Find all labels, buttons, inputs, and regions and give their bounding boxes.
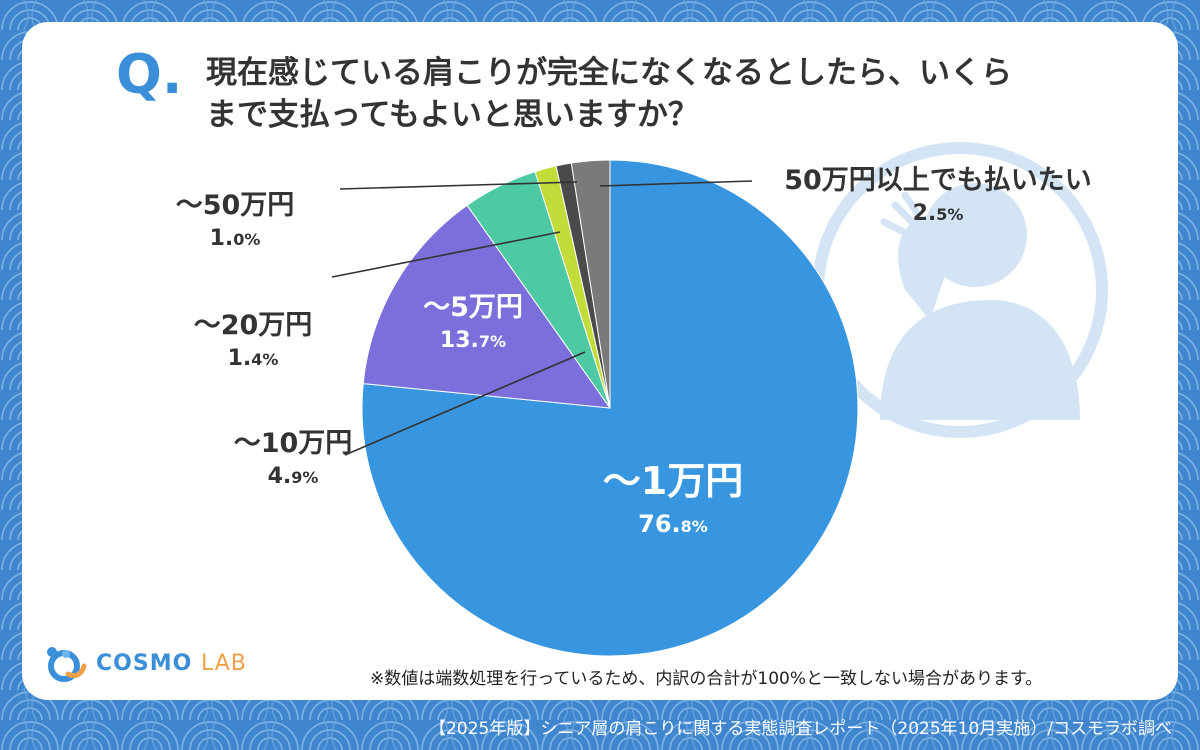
label-5man: 〜5万円 13.7% (408, 292, 538, 359)
slice-5man (362, 204, 612, 409)
label-20man-name: 〜20万円 (193, 310, 313, 341)
label-20man-pct: 1.4% (227, 346, 279, 371)
label-10man-name: 〜10万円 (233, 428, 353, 459)
shoulder-pain-illustration-icon (812, 142, 1108, 438)
source-caption: 【2025年版】シニア層の肩こりに関する実態調査レポート（2025年10月実施）… (429, 719, 1172, 739)
leader-line-10man (344, 351, 586, 456)
label-1man: 〜1万円 76.8% (598, 458, 748, 547)
label-20man: 〜20万円 1.4% (188, 310, 318, 377)
label-over50man: 50万円以上でも払いたい 2.5% (768, 165, 1108, 232)
slice-1man (361, 159, 859, 657)
leader-line-over50man (599, 180, 753, 187)
question-line-1: 現在感じている肩こりが完全になくなるとしたら、いくら (206, 55, 1012, 91)
cosmo-lab-logo: COSMO LAB (44, 644, 247, 682)
label-50man: 〜50万円 1.0% (170, 190, 300, 257)
label-over50man-name: 50万円以上でも払いたい (784, 165, 1092, 196)
label-1man-pct: 76.8% (638, 510, 708, 538)
slice-over50man (570, 159, 611, 409)
leader-line-50man (339, 181, 578, 190)
question-title: 現在感じている肩こりが完全になくなるとしたら、いくら まで支払ってもよいと思いま… (206, 52, 1066, 136)
label-5man-pct: 13.7% (439, 328, 507, 353)
label-50man-name: 〜50万円 (175, 190, 295, 221)
cosmo-lab-mark-icon (47, 647, 87, 682)
label-10man: 〜10万円 4.9% (228, 428, 358, 495)
label-over50man-pct: 2.5% (912, 201, 964, 226)
leader-lines (331, 180, 753, 456)
question-mark: Q. (116, 43, 183, 106)
rounding-note: ※数値は端数処理を行っているため、内訳の合計が100%と一致しない場合があります… (370, 669, 1043, 689)
label-50man-pct: 1.0% (209, 226, 261, 251)
question-line-2: まで支払ってもよいと思いますか？ (206, 97, 699, 133)
label-5man-name: 〜5万円 (423, 292, 523, 323)
logo-text: COSMO LAB (96, 650, 247, 676)
label-10man-pct: 4.9% (267, 464, 319, 489)
label-1man-name: 〜1万円 (602, 459, 744, 503)
leader-line-20man (331, 231, 561, 278)
pie-slices (361, 159, 859, 657)
